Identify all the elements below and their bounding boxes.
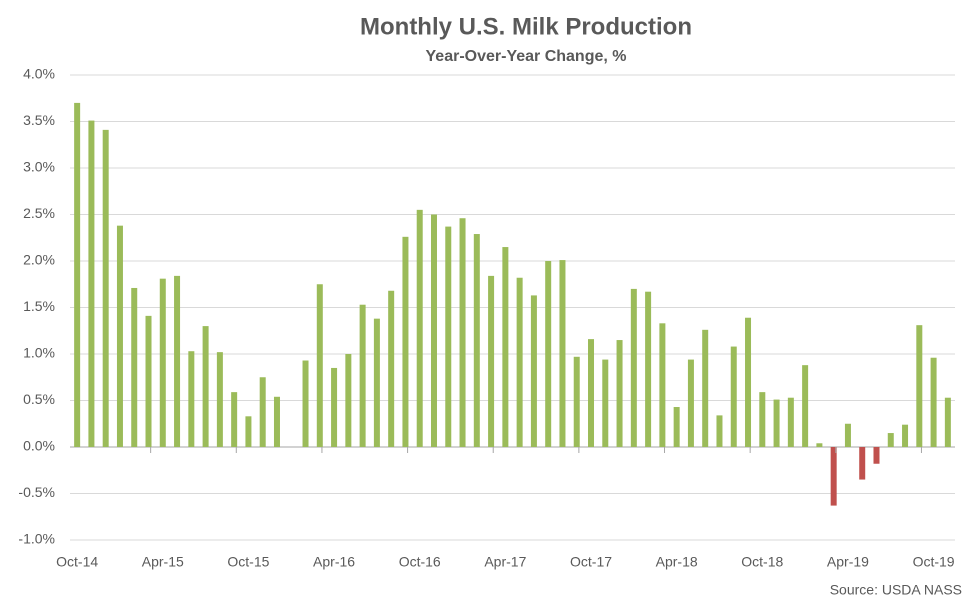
bar [74,102,81,448]
bar [816,443,823,447]
y-tick-label: 2.0% [23,252,55,268]
bar [902,424,909,447]
bar [716,415,723,447]
source-note: Source: USDA NASS [830,582,962,598]
bar [859,447,866,480]
bar [302,360,309,447]
bar [630,288,637,447]
bar [373,318,380,447]
bar [231,392,238,447]
bar [887,433,894,447]
x-tick-label: Oct-16 [399,554,441,570]
bar [787,397,794,447]
chart-subtitle: Year-Over-Year Change, % [426,48,627,65]
bar [573,356,580,447]
bar [159,278,166,447]
bar [416,209,423,447]
bar [516,277,523,447]
bar [687,359,694,447]
x-tick-label: Oct-17 [570,554,612,570]
bar [745,317,752,447]
bar [459,218,466,447]
y-tick-label: 3.0% [23,159,55,175]
y-tick-label: 2.5% [23,205,55,221]
bar [331,367,338,447]
y-tick-label: -0.5% [18,484,55,500]
bar [830,447,837,506]
x-tick-label: Oct-14 [56,554,98,570]
bar [202,326,209,447]
bar [702,329,709,447]
x-tick-label: Oct-15 [227,554,269,570]
y-tick-label: 0.5% [23,391,55,407]
bar [730,346,737,447]
x-tick-label: Oct-18 [741,554,783,570]
bar [773,399,780,447]
x-tick-label: Oct-19 [913,554,955,570]
bar [273,396,280,447]
bar [388,290,395,447]
bar [530,295,537,447]
chart-title: Monthly U.S. Milk Production [360,13,692,40]
bar [645,291,652,447]
bar [559,260,566,447]
y-tick-label: 3.5% [23,112,55,128]
y-tick-label: -1.0% [18,531,55,547]
bar [616,340,623,447]
bar [759,392,766,447]
bar [402,236,409,447]
bar [216,352,223,447]
bar [588,339,595,447]
x-tick-label: Apr-15 [142,554,184,570]
y-tick-label: 1.5% [23,298,55,314]
bar [488,275,495,447]
bar [259,377,266,447]
bar [131,287,138,447]
bar [245,416,252,447]
y-tick-label: 0.0% [23,438,55,454]
bar [673,407,680,447]
bar [802,365,809,447]
bar [445,226,452,447]
bar [116,225,123,447]
bar [188,351,195,447]
bar [916,325,923,447]
bar [545,261,552,447]
bar [502,247,509,447]
bar [345,354,352,447]
x-tick-label: Apr-18 [656,554,698,570]
bar [430,214,437,447]
bar [844,423,851,447]
bar [145,315,152,447]
bar [174,275,181,447]
bar [602,359,609,447]
y-tick-label: 4.0% [23,66,55,82]
bar [873,447,880,464]
bar [88,120,95,447]
bar [944,397,951,447]
bar [316,284,323,447]
bar [659,323,666,447]
bar [930,357,937,447]
x-tick-label: Apr-17 [484,554,526,570]
bar [359,304,366,447]
bar [473,234,480,447]
bar [102,129,109,447]
x-tick-label: Apr-19 [827,554,869,570]
x-tick-label: Apr-16 [313,554,355,570]
y-tick-label: 1.0% [23,345,55,361]
